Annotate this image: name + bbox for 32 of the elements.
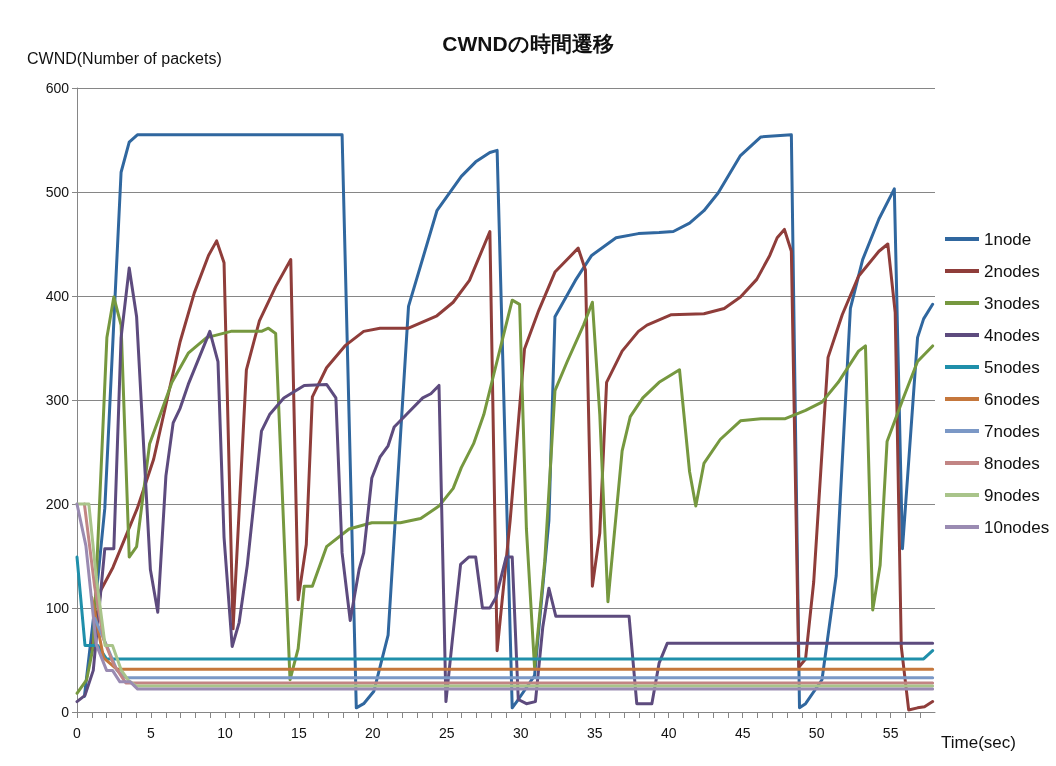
y-tick-label: 100 — [45, 600, 70, 616]
legend-label: 7nodes — [984, 421, 1040, 441]
y-tick-label: 500 — [45, 184, 70, 200]
x-axis-title: Time(sec) — [941, 733, 1016, 752]
y-tick-label: 300 — [45, 392, 70, 408]
x-tick-label: 10 — [217, 725, 233, 741]
legend-label: 5nodes — [984, 357, 1040, 377]
y-tick-label: 0 — [61, 704, 70, 720]
x-tick-label: 25 — [439, 725, 455, 741]
x-tick-label: 50 — [808, 725, 825, 741]
x-tick-label: 30 — [513, 725, 529, 741]
legend-label: 8nodes — [984, 453, 1040, 473]
legend-label: 4nodes — [984, 325, 1040, 345]
x-tick-label: 40 — [660, 725, 677, 741]
x-tick-label: 35 — [586, 725, 603, 741]
y-tick-label: 200 — [45, 496, 70, 512]
y-tick-label: 600 — [45, 80, 70, 96]
legend-label: 3nodes — [984, 293, 1040, 313]
x-tick-label: 15 — [291, 725, 307, 741]
chart-title: CWNDの時間遷移 — [442, 32, 614, 55]
legend-label: 2nodes — [984, 261, 1040, 281]
legend-label: 10nodes — [984, 517, 1050, 537]
x-tick-label: 5 — [147, 725, 156, 741]
legend-label: 9nodes — [984, 485, 1040, 505]
x-tick-label: 55 — [882, 725, 899, 741]
y-axis-title: CWND(Number of packets) — [27, 49, 222, 67]
x-tick-label: 0 — [73, 725, 82, 741]
y-tick-label: 400 — [45, 288, 70, 304]
legend-label: 1node — [984, 229, 1032, 249]
x-tick-label: 20 — [365, 725, 381, 741]
x-tick-label: 45 — [734, 725, 751, 741]
legend-label: 6nodes — [984, 389, 1040, 409]
